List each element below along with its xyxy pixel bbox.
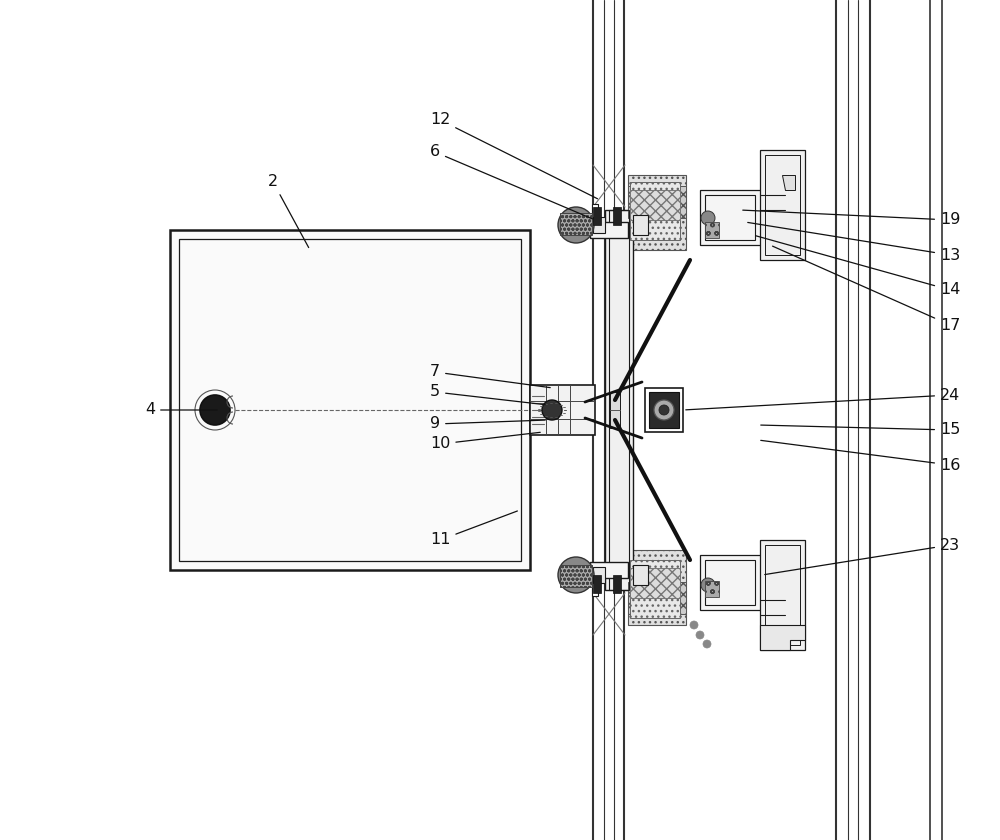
Text: 13: 13 <box>748 223 960 262</box>
Bar <box>630 568 680 598</box>
Bar <box>700 555 785 610</box>
Bar <box>605 210 633 590</box>
Circle shape <box>701 578 715 592</box>
Bar <box>610 392 620 428</box>
Circle shape <box>701 211 715 225</box>
Circle shape <box>654 400 674 420</box>
Text: 9: 9 <box>430 417 545 432</box>
Text: 12: 12 <box>430 113 598 199</box>
Circle shape <box>200 395 230 425</box>
Bar <box>760 540 805 650</box>
Polygon shape <box>782 175 795 190</box>
Bar <box>613 575 621 593</box>
Bar <box>179 239 521 561</box>
Circle shape <box>659 405 669 415</box>
Text: 19: 19 <box>743 210 960 228</box>
Bar <box>560 565 592 587</box>
Polygon shape <box>760 625 805 650</box>
Bar <box>590 562 628 578</box>
Bar <box>592 204 598 222</box>
Circle shape <box>558 557 594 593</box>
Text: 16: 16 <box>761 440 960 472</box>
Bar <box>633 215 648 235</box>
Bar <box>760 150 805 260</box>
Bar <box>645 388 683 432</box>
Text: 7: 7 <box>430 365 550 387</box>
Bar <box>700 190 785 245</box>
Circle shape <box>703 640 711 648</box>
Bar <box>705 222 719 238</box>
Bar <box>630 182 680 240</box>
Text: 17: 17 <box>773 246 960 333</box>
Bar <box>765 545 800 645</box>
Bar <box>593 575 601 593</box>
Bar <box>628 582 686 614</box>
Bar <box>649 392 679 428</box>
Bar <box>705 195 755 240</box>
Text: 5: 5 <box>430 385 545 405</box>
Text: 4: 4 <box>145 402 217 417</box>
Text: 2: 2 <box>268 175 309 248</box>
Text: 14: 14 <box>756 236 960 297</box>
Bar <box>609 210 629 590</box>
Text: 6: 6 <box>430 144 592 219</box>
Bar <box>630 560 680 618</box>
Bar <box>628 175 686 250</box>
Bar <box>590 222 628 238</box>
Bar <box>593 217 605 233</box>
Bar <box>630 190 680 220</box>
Bar <box>705 560 755 605</box>
Circle shape <box>542 400 562 420</box>
Circle shape <box>558 207 594 243</box>
Text: 15: 15 <box>761 423 960 438</box>
Text: 10: 10 <box>430 433 540 452</box>
Bar <box>628 550 686 625</box>
Bar <box>633 565 648 585</box>
Bar <box>628 186 686 218</box>
Bar <box>593 207 601 225</box>
Circle shape <box>696 631 704 639</box>
Bar <box>593 567 605 583</box>
Text: 24: 24 <box>686 387 960 410</box>
Circle shape <box>690 621 698 629</box>
Bar <box>705 581 719 597</box>
Bar <box>765 155 800 255</box>
Bar <box>592 578 598 596</box>
Bar <box>560 213 592 235</box>
Bar <box>530 385 595 435</box>
Bar <box>170 230 530 570</box>
Text: 11: 11 <box>430 511 517 548</box>
Text: 23: 23 <box>765 538 960 575</box>
Bar <box>613 207 621 225</box>
